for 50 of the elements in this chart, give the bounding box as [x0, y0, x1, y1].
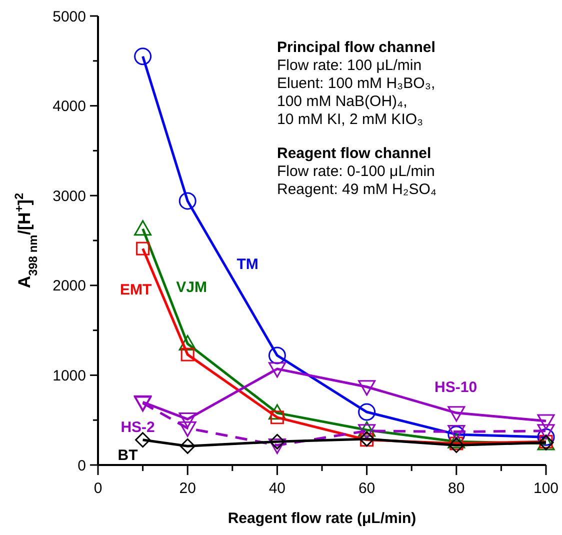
point: [537, 428, 555, 446]
y-tick-label: 1000: [52, 367, 86, 384]
annotation: 100 mM NaB(OH)₄,: [277, 93, 408, 110]
point: [358, 424, 376, 440]
series-label: HS-2: [120, 419, 155, 436]
x-tick-label: 60: [358, 480, 376, 497]
point: [269, 434, 285, 450]
point: [537, 424, 555, 440]
y-tick-label: 3000: [52, 188, 86, 205]
point: [268, 362, 286, 378]
annotation: Flow rate: 100 μL/min: [277, 57, 422, 74]
x-tick-label: 40: [268, 480, 286, 497]
annotation: Reagent: 49 mM H₂SO₄: [277, 181, 437, 198]
series-label: EMT: [120, 282, 152, 299]
point: [358, 421, 376, 437]
series-label: VJM: [176, 278, 208, 296]
series-label: BT: [118, 446, 138, 464]
annotation: 10 mM KI, 2 mM KIO₃: [277, 111, 424, 128]
point: [136, 242, 150, 256]
point: [178, 412, 196, 428]
point: [268, 346, 286, 364]
x-tick-label: 0: [94, 480, 102, 497]
point: [180, 438, 196, 454]
point: [358, 380, 376, 396]
point: [134, 48, 152, 66]
annotation: Principal flow channel: [277, 39, 436, 56]
x-tick-label: 20: [179, 480, 196, 497]
point: [358, 403, 376, 421]
x-tick-label: 100: [533, 480, 559, 497]
annotation: Flow rate: 0-100 μL/min: [277, 163, 435, 180]
point: [448, 406, 466, 422]
y-tick-label: 5000: [52, 8, 86, 26]
y-tick-label: 4000: [52, 98, 86, 116]
point: [178, 192, 196, 210]
y-tick-label: 0: [78, 457, 86, 474]
y-tick-label: 2000: [52, 278, 86, 295]
point: [537, 414, 555, 430]
annotation: Reagent flow channel: [277, 145, 432, 162]
point: [178, 421, 196, 437]
point: [134, 220, 152, 236]
x-tick-label: 80: [448, 480, 465, 497]
series-label: TM: [236, 256, 258, 273]
x-axis-title: Reagent flow rate (μL/min): [228, 510, 416, 527]
point: [268, 438, 286, 454]
point: [180, 348, 194, 362]
point: [268, 404, 286, 420]
point: [178, 335, 196, 351]
series-label: HS-10: [434, 378, 478, 396]
annotation: Eluent: 100 mM H₃BO₃,: [277, 75, 436, 92]
point: [135, 432, 151, 448]
